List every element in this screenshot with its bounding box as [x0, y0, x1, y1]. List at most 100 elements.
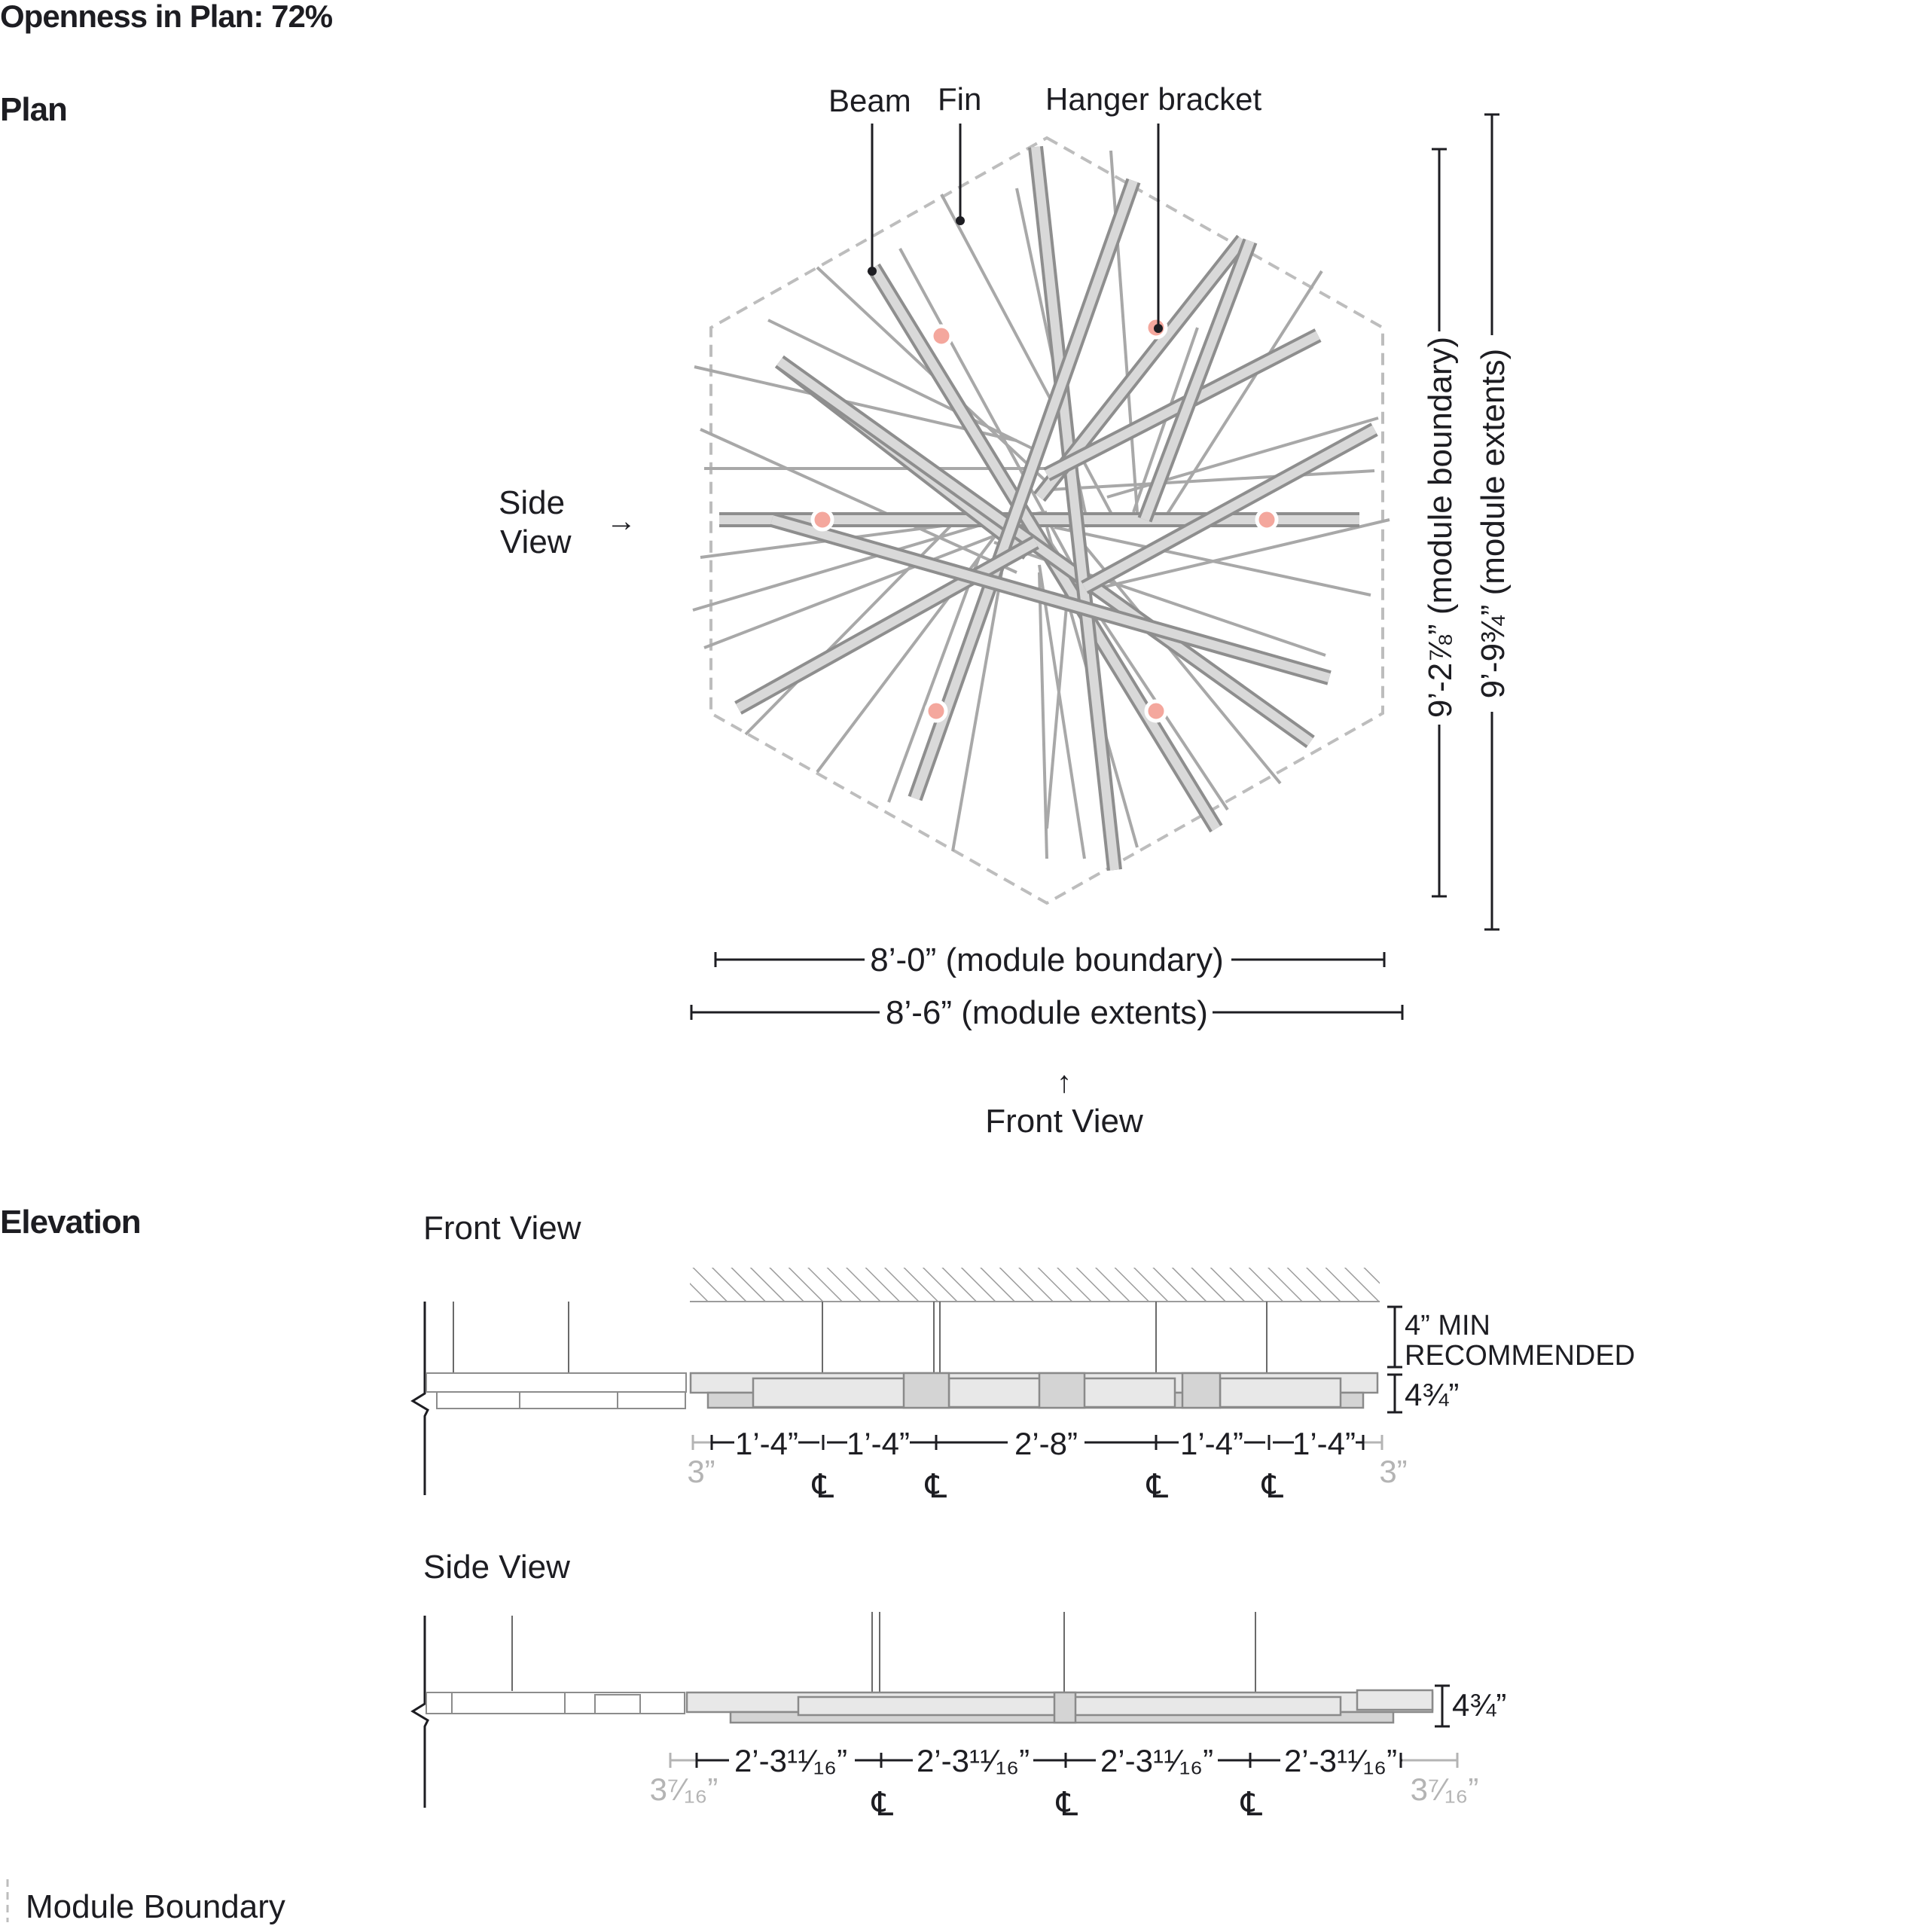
clearance-label-line1: 4” MIN — [1405, 1310, 1490, 1341]
centerline-symbol: ℄ — [1056, 1786, 1078, 1823]
centerline-symbol: ℄ — [812, 1468, 834, 1505]
front-view-elevation: Front View 4” MIN RECOMMENDED — [410, 1210, 1635, 1505]
front-edge-left: 3” — [687, 1454, 715, 1489]
ghost-module — [436, 1391, 686, 1409]
side-depth-label: 4¾” — [1452, 1687, 1506, 1723]
centerline-symbol: ℄ — [871, 1786, 894, 1823]
beam-core — [776, 358, 1313, 746]
front-spacing-4: 1’-4” — [1180, 1426, 1243, 1461]
fin — [1045, 572, 1071, 829]
fin — [1162, 270, 1323, 521]
centerline-symbol: ℄ — [925, 1468, 947, 1505]
centerline-symbol: ℄ — [1240, 1786, 1263, 1823]
ghost-module — [426, 1692, 685, 1714]
fin-callout: Fin — [938, 81, 981, 117]
front-spacing-3: 2’-8” — [1014, 1426, 1078, 1461]
hanger-bracket — [929, 324, 953, 348]
beams — [719, 145, 1378, 871]
hanger-bracket — [1255, 508, 1279, 532]
module-end — [1356, 1689, 1434, 1711]
front-depth-label: 4¾” — [1405, 1377, 1459, 1412]
fin — [1038, 564, 1086, 859]
ghost-module — [426, 1372, 687, 1393]
callouts: Beam Fin Hanger bracket — [828, 81, 1261, 333]
beam-leader-dot — [868, 267, 877, 276]
side-view-label: Side View — [423, 1549, 570, 1586]
width-boundary-label: 8’-0” (module boundary) — [870, 942, 1224, 978]
front-view-label: Front View — [423, 1210, 581, 1247]
ghost-module — [451, 1692, 566, 1714]
module-hub — [1181, 1372, 1222, 1409]
centerline-symbol: ℄ — [1261, 1468, 1284, 1505]
fin — [767, 319, 1033, 450]
plan-heading: Plan — [0, 91, 67, 128]
fin-leader-dot — [956, 216, 965, 225]
side-spacing-2: 2’-3¹¹⁄₁₆” — [917, 1743, 1030, 1778]
height-extents-label: 9’-9¾” (module extents) — [1475, 349, 1512, 699]
width-dimensions: 8’-0” (module boundary) 8’-6” (module ex… — [690, 942, 1404, 1031]
fin — [951, 572, 1003, 852]
clearance-label-line2: RECOMMENDED — [1405, 1340, 1635, 1372]
front-view-arrow: ↑ — [1057, 1066, 1072, 1099]
front-spacing-2: 1’-4” — [847, 1426, 910, 1461]
module-boundary-hexagon — [709, 136, 1384, 905]
beam-core — [736, 538, 1038, 713]
fin — [692, 511, 1025, 612]
front-edge-right: 3” — [1379, 1454, 1407, 1489]
ghost-module — [594, 1694, 641, 1714]
break-line — [410, 1302, 429, 1495]
fin — [703, 526, 1017, 649]
break-line — [410, 1616, 429, 1808]
beam-callout: Beam — [828, 83, 911, 118]
fin — [694, 365, 1017, 442]
side-spacing-4: 2’-3¹¹⁄₁₆” — [1284, 1743, 1397, 1778]
ceiling-hatch — [690, 1268, 1380, 1302]
side-edge-right: 3⁷⁄₁₆” — [1411, 1772, 1479, 1807]
beam-core — [1140, 239, 1255, 522]
fin — [887, 557, 981, 803]
beam-core — [1031, 146, 1119, 871]
hanger-bracket — [810, 508, 834, 532]
module-beam-segment — [1219, 1377, 1342, 1409]
hanger-brackets — [810, 316, 1279, 723]
fin — [898, 248, 1086, 588]
hanger-bracket — [1144, 699, 1168, 723]
front-spacing-5: 1’-4” — [1292, 1426, 1356, 1461]
beam-core — [911, 179, 1138, 801]
centerline-symbol: ℄ — [1146, 1468, 1169, 1505]
width-extents-label: 8’-6” (module extents) — [886, 994, 1208, 1031]
side-view-arrow: → — [606, 505, 636, 538]
hanger-leader-dot — [1154, 324, 1163, 333]
module-boundary-legend-label: Module Boundary — [26, 1888, 285, 1925]
fin — [1069, 518, 1390, 597]
side-view-elevation: Side View 4¾” 2’-3¹¹⁄₁₆” 2’ — [410, 1549, 1506, 1823]
module-hub — [1053, 1691, 1077, 1724]
hanger-bracket — [924, 699, 948, 723]
legend: Module Boundary — [6, 1879, 285, 1925]
height-boundary-label: 9’-2⅞” (module boundary) — [1422, 337, 1459, 718]
side-view-label-line2: View — [500, 523, 572, 560]
hanger-bracket-callout: Hanger bracket — [1045, 81, 1261, 117]
fin — [744, 503, 973, 736]
side-edge-left: 3⁷⁄₁₆” — [650, 1772, 718, 1807]
ghost-module — [519, 1391, 618, 1409]
fin — [1054, 526, 1371, 597]
front-spacing-1: 1’-4” — [735, 1426, 798, 1461]
front-view-pointer-label: Front View — [985, 1103, 1143, 1140]
fin — [1050, 469, 1375, 491]
fin — [816, 526, 1003, 774]
fin — [1038, 572, 1048, 859]
page-title: Openness in Plan: 72% — [0, 0, 333, 34]
plan-drawing: Beam Fin Hanger bracket Side View → 8’-0… — [499, 81, 1512, 1140]
beam-core — [1082, 425, 1377, 592]
elevation-heading: Elevation — [0, 1204, 141, 1241]
fin — [940, 194, 1116, 520]
side-spacing-3: 2’-3¹¹⁄₁₆” — [1100, 1743, 1213, 1778]
beam-core — [770, 515, 1331, 682]
module-hub — [1038, 1372, 1086, 1409]
side-view-label-line1: Side — [499, 484, 565, 521]
side-spacing-1: 2’-3¹¹⁄₁₆” — [734, 1743, 847, 1778]
module-hub — [902, 1372, 950, 1409]
height-dimensions: 9’-2⅞” (module boundary) 9’-9¾” (module … — [1422, 113, 1512, 931]
